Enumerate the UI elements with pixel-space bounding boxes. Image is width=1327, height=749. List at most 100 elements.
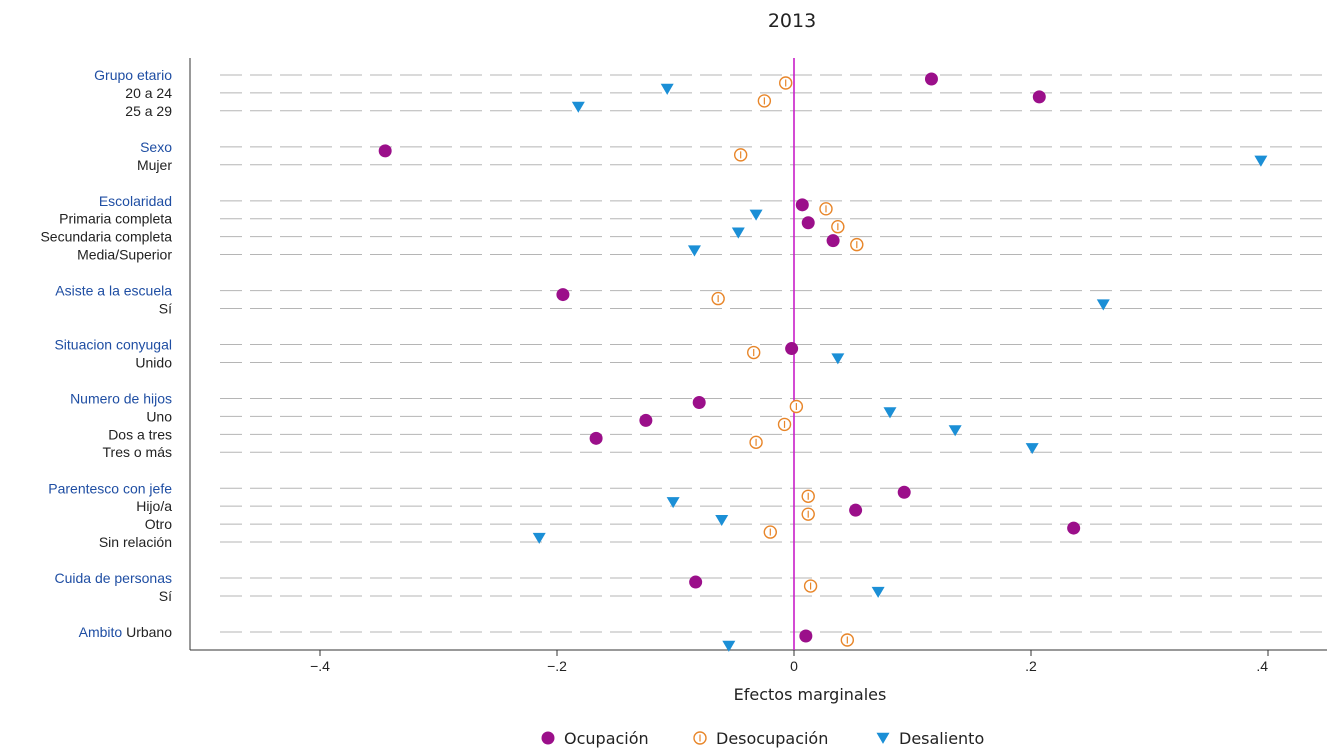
point-desocupación bbox=[733, 148, 748, 162]
point-desaliento bbox=[1096, 299, 1110, 311]
category-label: Media/Superior bbox=[77, 246, 172, 262]
point-desocupación bbox=[803, 579, 818, 593]
group-label: Parentesco con jefe bbox=[48, 480, 172, 496]
point-ocupación bbox=[849, 503, 863, 517]
point-ocupación bbox=[785, 342, 799, 356]
point-desaliento bbox=[1025, 443, 1039, 455]
category-label: 20 a 24 bbox=[125, 85, 172, 101]
point-desocupación bbox=[757, 94, 772, 108]
point-ocupación bbox=[795, 198, 809, 212]
row-label: Mujer bbox=[137, 156, 172, 172]
point-desocupación bbox=[831, 220, 845, 234]
row-label: 20 a 24 bbox=[125, 85, 172, 101]
point-desocupación bbox=[747, 345, 761, 360]
group-label: Numero de hijos bbox=[70, 390, 172, 406]
category-label: Unido bbox=[135, 354, 172, 370]
point-desocupación bbox=[749, 435, 763, 450]
point-desaliento bbox=[749, 209, 763, 221]
point-desaliento bbox=[715, 514, 729, 527]
row-label: Grupo etario bbox=[94, 67, 172, 83]
group-label: Grupo etario bbox=[94, 67, 172, 83]
group-label: Situacion conyugal bbox=[54, 336, 172, 352]
category-label: Sí bbox=[159, 300, 172, 316]
row-label: Secundaria completa bbox=[40, 228, 172, 244]
category-label: Dos a tres bbox=[108, 426, 172, 442]
category-label: Sí bbox=[159, 588, 172, 604]
x-axis-title: Efectos marginales bbox=[734, 685, 887, 704]
point-desaliento bbox=[687, 245, 701, 257]
point-desaliento bbox=[831, 353, 845, 365]
point-ocupación bbox=[1067, 521, 1081, 535]
point-desaliento bbox=[532, 532, 546, 544]
category-label: Urbano bbox=[122, 624, 172, 640]
group-label: Cuida de personas bbox=[54, 570, 172, 586]
row-label: Situacion conyugal bbox=[54, 336, 172, 352]
point-ocupación bbox=[378, 144, 392, 158]
group-label: Ambito bbox=[79, 624, 123, 640]
point-desocupación bbox=[763, 525, 777, 539]
point-desaliento bbox=[571, 101, 585, 113]
row-label: Media/Superior bbox=[77, 246, 172, 262]
point-ocupación bbox=[692, 396, 706, 410]
row-label: Tres o más bbox=[103, 444, 173, 460]
grid-lines bbox=[220, 74, 1327, 633]
point-ocupación bbox=[826, 234, 840, 248]
legend-marker bbox=[693, 731, 707, 745]
point-ocupación bbox=[897, 485, 911, 499]
row-label: Sí bbox=[159, 300, 172, 316]
row-label: Ambito Urbano bbox=[79, 624, 173, 640]
x-tick-label: −.2 bbox=[547, 658, 567, 674]
group-label: Asiste a la escuela bbox=[55, 282, 172, 298]
category-label: Tres o más bbox=[103, 444, 173, 460]
group-label: Escolaridad bbox=[99, 193, 172, 209]
point-desocupación bbox=[789, 399, 804, 414]
legend-marker bbox=[541, 731, 555, 745]
legend: Ocupación Desocupación Desaliento bbox=[541, 729, 984, 748]
legend-label: Desocupación bbox=[716, 729, 828, 748]
category-label: Primaria completa bbox=[59, 210, 172, 226]
point-desaliento bbox=[660, 83, 674, 95]
point-desaliento bbox=[666, 497, 680, 509]
category-label: Hijo/a bbox=[136, 498, 172, 514]
point-ocupación bbox=[801, 216, 815, 230]
chart-title: 2013 bbox=[768, 10, 816, 32]
row-label: Parentesco con jefe bbox=[48, 480, 172, 496]
category-label: Uno bbox=[146, 408, 172, 424]
point-ocupación bbox=[924, 72, 938, 86]
category-label: Secundaria completa bbox=[40, 228, 172, 244]
legend-item: Ocupación bbox=[541, 729, 649, 748]
point-desaliento bbox=[948, 425, 962, 437]
x-tick-label: −.4 bbox=[310, 658, 330, 674]
row-label: Sexo bbox=[140, 139, 172, 155]
point-ocupación bbox=[689, 575, 703, 589]
row-label: Otro bbox=[145, 516, 172, 532]
row-label: Escolaridad bbox=[99, 193, 172, 209]
x-tick-label: .2 bbox=[1025, 658, 1037, 674]
legend-label: Ocupación bbox=[564, 729, 649, 748]
row-label: Sí bbox=[159, 588, 172, 604]
point-desocupación bbox=[801, 489, 815, 503]
legend-marker bbox=[876, 732, 890, 744]
row-label: Dos a tres bbox=[108, 426, 172, 442]
point-ocupación bbox=[556, 288, 570, 302]
axes bbox=[189, 58, 1327, 656]
point-desaliento bbox=[1254, 155, 1268, 167]
point-desocupación bbox=[819, 202, 833, 216]
row-label: Asiste a la escuela bbox=[55, 282, 172, 298]
point-desaliento bbox=[883, 407, 897, 419]
point-desocupación bbox=[711, 291, 725, 306]
row-label: 25 a 29 bbox=[125, 103, 172, 119]
point-ocupación bbox=[589, 431, 603, 445]
point-desocupación bbox=[779, 76, 793, 90]
legend-label: Desaliento bbox=[899, 729, 984, 748]
legend-item: Desocupación bbox=[693, 729, 828, 748]
row-label: Primaria completa bbox=[59, 210, 172, 226]
point-desaliento bbox=[722, 640, 736, 652]
x-tick-label: .4 bbox=[1256, 658, 1268, 674]
point-ocupación bbox=[639, 413, 653, 427]
row-label: Numero de hijos bbox=[70, 390, 172, 406]
row-label: Cuida de personas bbox=[54, 570, 172, 586]
group-label: Sexo bbox=[140, 139, 172, 155]
x-tick-labels: −.4 −.2 0 .2 .4 bbox=[310, 658, 1268, 674]
